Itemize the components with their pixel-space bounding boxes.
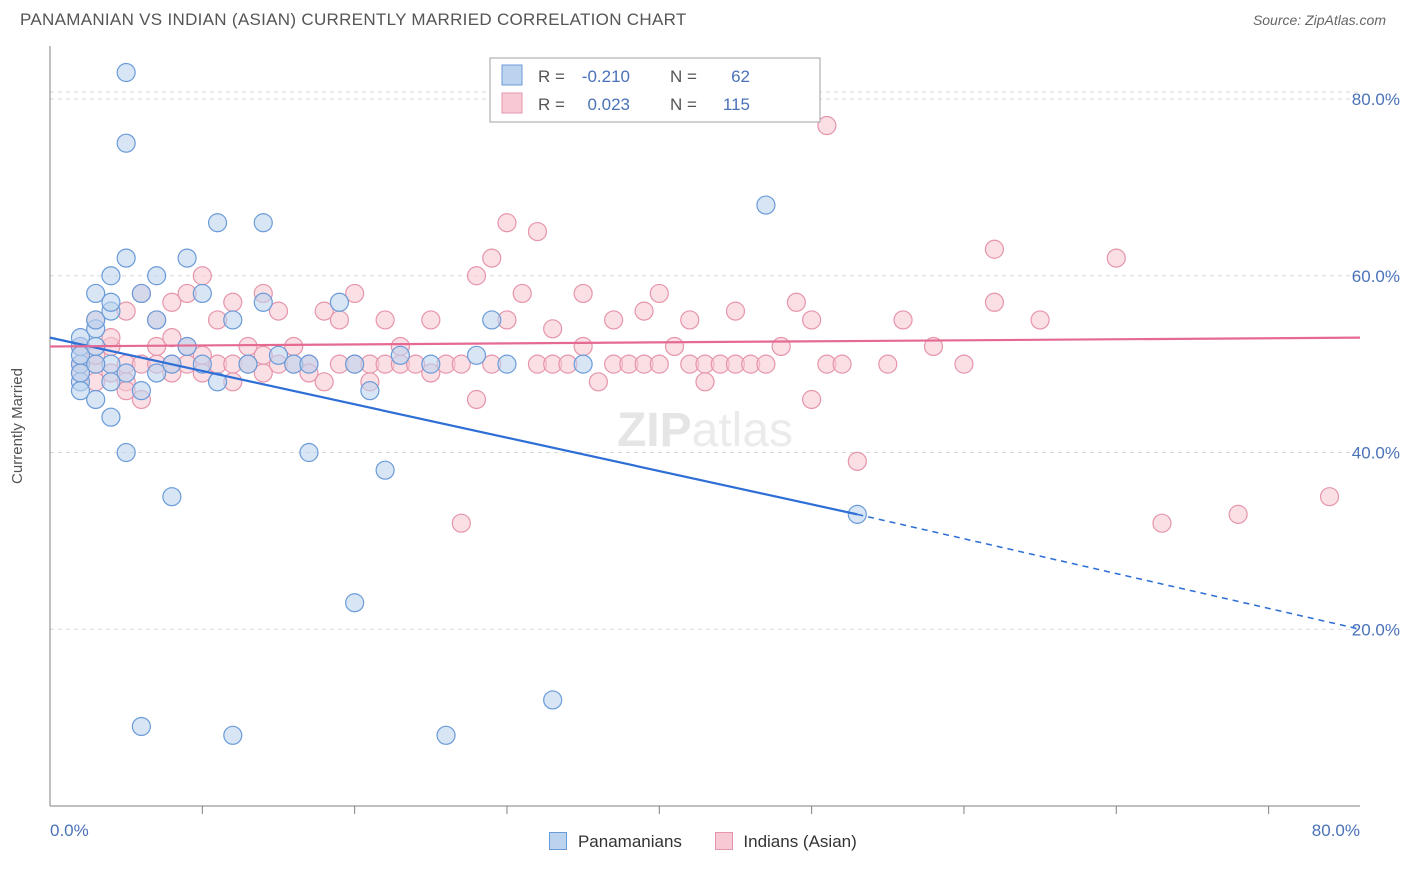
chart-title: PANAMANIAN VS INDIAN (ASIAN) CURRENTLY M…	[20, 10, 687, 30]
legend-label: Indians (Asian)	[743, 832, 856, 851]
svg-text:62: 62	[731, 67, 750, 86]
legend-swatch-icon	[549, 832, 567, 850]
chart-header: PANAMANIAN VS INDIAN (ASIAN) CURRENTLY M…	[0, 0, 1406, 36]
svg-text:R =: R =	[538, 95, 565, 114]
legend-bottom: Panamanians Indians (Asian)	[0, 832, 1406, 852]
legend-item-indians: Indians (Asian)	[715, 832, 857, 851]
legend-label: Panamanians	[578, 832, 682, 851]
legend-item-panamanians: Panamanians	[549, 832, 686, 851]
chart-source: Source: ZipAtlas.com	[1253, 12, 1386, 28]
scatter-chart: 20.0%40.0%60.0%80.0%0.0%80.0%Currently M…	[0, 36, 1406, 856]
svg-text:R =: R =	[538, 67, 565, 86]
svg-text:80.0%: 80.0%	[1352, 90, 1400, 109]
svg-text:-0.210: -0.210	[582, 67, 630, 86]
svg-text:0.023: 0.023	[587, 95, 630, 114]
svg-text:40.0%: 40.0%	[1352, 444, 1400, 463]
legend-swatch-icon	[715, 832, 733, 850]
svg-text:115: 115	[723, 95, 750, 114]
svg-text:Currently Married: Currently Married	[9, 368, 26, 484]
svg-text:N =: N =	[670, 95, 697, 114]
svg-text:20.0%: 20.0%	[1352, 620, 1400, 639]
svg-text:60.0%: 60.0%	[1352, 267, 1400, 286]
svg-text:ZIPatlas: ZIPatlas	[617, 404, 793, 457]
chart-container: 20.0%40.0%60.0%80.0%0.0%80.0%Currently M…	[0, 36, 1406, 856]
svg-text:N =: N =	[670, 67, 697, 86]
